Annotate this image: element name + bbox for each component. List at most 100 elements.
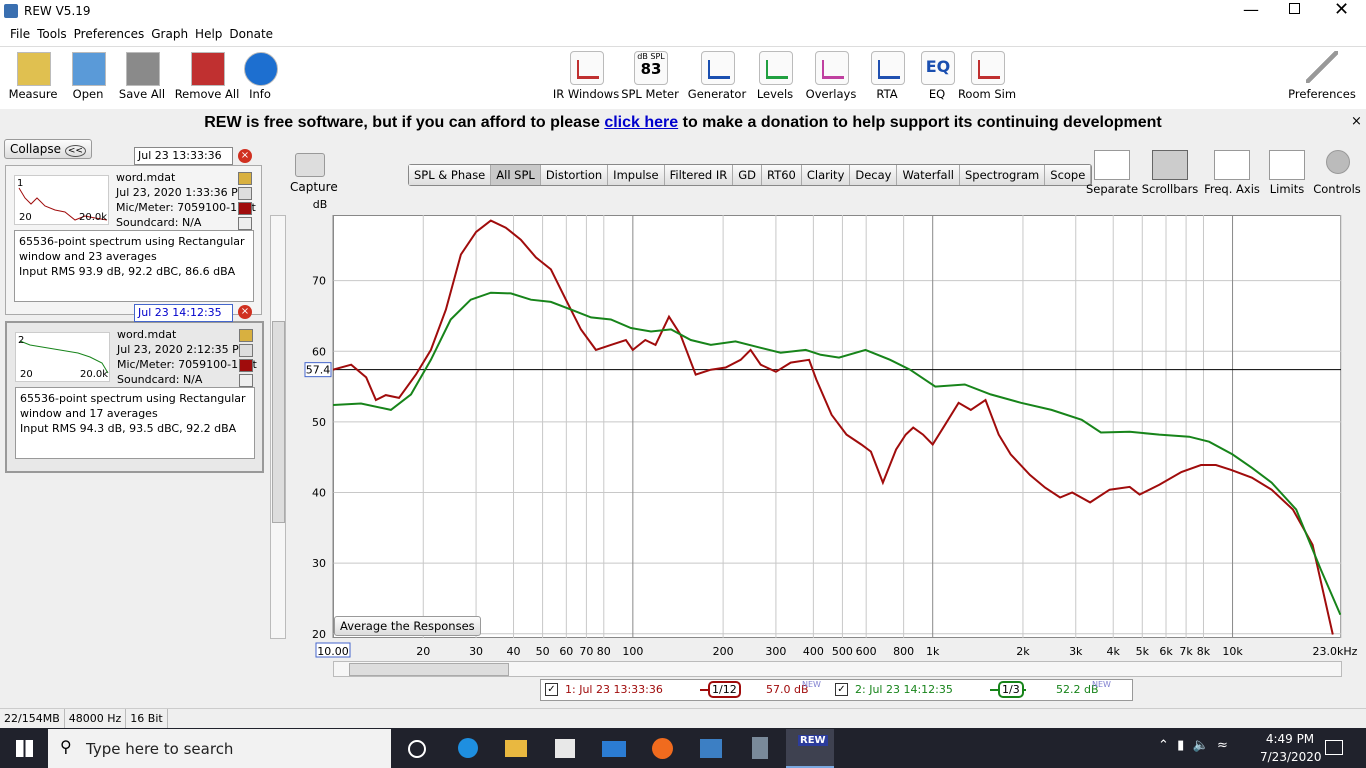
cortana-icon[interactable]: [408, 740, 426, 758]
graph-control-label[interactable]: Separate: [1085, 182, 1139, 196]
graph-control-icon[interactable]: [1214, 150, 1250, 180]
legend-name[interactable]: 1: Jul 23 13:33:36: [565, 683, 663, 696]
edge-icon[interactable]: [458, 738, 478, 758]
item-tool-icon[interactable]: [239, 359, 253, 372]
collapse-button[interactable]: Collapse <<: [4, 139, 92, 159]
legend-smoothing[interactable]: 1/12: [708, 681, 741, 698]
item-tool-icon[interactable]: [239, 344, 253, 357]
toolbar-label[interactable]: IR Windows: [552, 87, 620, 101]
donate-link[interactable]: click here: [604, 114, 679, 131]
toolbar-icon[interactable]: [971, 51, 1005, 85]
toolbar-icon[interactable]: [126, 52, 160, 86]
graph-control-icon[interactable]: [1152, 150, 1188, 180]
toolbar-label[interactable]: Measure: [8, 87, 58, 101]
graph-tab[interactable]: Scope: [1045, 165, 1092, 185]
toolbar-icon[interactable]: [191, 52, 225, 86]
toolbar-icon[interactable]: [815, 51, 849, 85]
toolbar-label[interactable]: Save All: [118, 87, 166, 101]
toolbar-label[interactable]: Open: [72, 87, 104, 101]
average-button[interactable]: Average the Responses: [334, 616, 481, 636]
menu-item[interactable]: Preferences: [73, 27, 145, 41]
toolbar-icon[interactable]: [244, 52, 278, 86]
panel-scrollbar[interactable]: [270, 215, 286, 639]
menu-item[interactable]: Help: [195, 27, 223, 41]
spl-icon-unit: dB SPL: [637, 52, 665, 61]
legend-checkbox[interactable]: ✓: [835, 683, 848, 696]
graph-tab[interactable]: Filtered IR: [664, 165, 734, 185]
item-tool-icon[interactable]: [238, 217, 252, 230]
graph-control-icon[interactable]: [1326, 150, 1350, 174]
toolbar-label[interactable]: Info: [249, 87, 271, 101]
horizontal-scrollbar[interactable]: [333, 661, 1342, 677]
minimize-button[interactable]: —: [1243, 0, 1259, 19]
delete-button[interactable]: ×: [238, 305, 252, 319]
toolbar-icon[interactable]: EQ: [921, 51, 955, 85]
toolbar-icon[interactable]: [72, 52, 106, 86]
tray-icons[interactable]: ⌃ ▮ 🔈 ≈: [1158, 738, 1228, 753]
graph-control-icon[interactable]: [1094, 150, 1130, 180]
toolbar-label[interactable]: EQ: [928, 87, 946, 101]
start-button[interactable]: [16, 740, 33, 757]
item-tool-icon[interactable]: [238, 172, 252, 185]
close-button[interactable]: ✕: [1334, 0, 1350, 20]
toolbar-label[interactable]: RTA: [876, 87, 898, 101]
mail-icon[interactable]: [602, 741, 626, 757]
measurement-item[interactable]: 2 20 20.0k word.mdat Jul 23, 2020 2:12:35 PM…: [5, 321, 264, 473]
graph-tab[interactable]: Impulse: [608, 165, 665, 185]
graph-tab[interactable]: Clarity: [801, 165, 851, 185]
toolbar-label[interactable]: Overlays: [805, 87, 857, 101]
toolbar-label[interactable]: Remove All: [174, 87, 240, 101]
graph-tab[interactable]: Waterfall: [897, 165, 960, 185]
toolbar-label[interactable]: Preferences: [1288, 87, 1356, 101]
graph-tab[interactable]: GD: [733, 165, 763, 185]
graph-tab[interactable]: RT60: [762, 165, 802, 185]
graph-control-icon[interactable]: [1269, 150, 1305, 180]
restore-button[interactable]: [1289, 3, 1300, 14]
item-tool-icon[interactable]: [239, 329, 253, 342]
menu-item[interactable]: Tools: [37, 27, 67, 41]
delete-button[interactable]: ×: [238, 149, 252, 163]
measurement-name[interactable]: Jul 23 13:33:36: [134, 147, 233, 165]
graph-tab[interactable]: All SPL: [491, 165, 541, 185]
rew-taskbar-button[interactable]: REW: [786, 729, 834, 768]
toolbar-label[interactable]: Generator: [687, 87, 747, 101]
legend-checkbox[interactable]: ✓: [545, 683, 558, 696]
item-tool-icon[interactable]: [239, 374, 253, 387]
toolbar-label[interactable]: Room Sim: [957, 87, 1017, 101]
item-tool-icon[interactable]: [238, 187, 252, 200]
notification-icon[interactable]: [1325, 740, 1343, 755]
item-tool-icon[interactable]: [238, 202, 252, 215]
graph-control-label[interactable]: Controls: [1313, 182, 1361, 196]
toolbar-label[interactable]: SPL Meter: [621, 87, 679, 101]
graph-tab[interactable]: Spectrogram: [959, 165, 1046, 185]
search-box[interactable]: Type here to search ⚲: [48, 729, 391, 768]
graph-control-label[interactable]: Scrollbars: [1141, 182, 1199, 196]
toolbar-icon[interactable]: [871, 51, 905, 85]
toolbar-icon[interactable]: [17, 52, 51, 86]
graph-tab[interactable]: Distortion: [540, 165, 609, 185]
explorer-icon[interactable]: [505, 740, 527, 757]
calculator-icon[interactable]: [752, 737, 768, 759]
banner-close[interactable]: ×: [1351, 114, 1362, 129]
menu-item[interactable]: File: [10, 27, 31, 41]
toolbar-icon[interactable]: [701, 51, 735, 85]
menu-item[interactable]: Graph: [151, 27, 189, 41]
store-icon[interactable]: [555, 739, 575, 758]
menu-item[interactable]: Donate: [229, 27, 274, 41]
toolbar-icon[interactable]: dB SPL 83: [634, 51, 668, 85]
toolbar-icon[interactable]: [759, 51, 793, 85]
toolbar-label[interactable]: Levels: [756, 87, 794, 101]
app-icon[interactable]: [700, 739, 722, 758]
measurement-name[interactable]: Jul 23 14:12:35: [134, 304, 233, 322]
firefox-icon[interactable]: [652, 738, 673, 759]
toolbar-icon[interactable]: [570, 51, 604, 85]
graph-tab[interactable]: Decay: [850, 165, 898, 185]
graph-tab[interactable]: SPL & Phase: [409, 165, 492, 185]
graph-control-label[interactable]: Limits: [1269, 182, 1305, 196]
capture-icon[interactable]: [295, 153, 325, 177]
toolbar-icon[interactable]: [1306, 51, 1338, 83]
graph-control-label[interactable]: Freq. Axis: [1204, 182, 1260, 196]
measurement-item[interactable]: 1 20 20.0k word.mdat Jul 23, 2020 1:33:36 PM…: [5, 165, 262, 315]
legend-name[interactable]: 2: Jul 23 14:12:35: [855, 683, 953, 696]
legend-smoothing[interactable]: 1/3: [998, 681, 1024, 698]
